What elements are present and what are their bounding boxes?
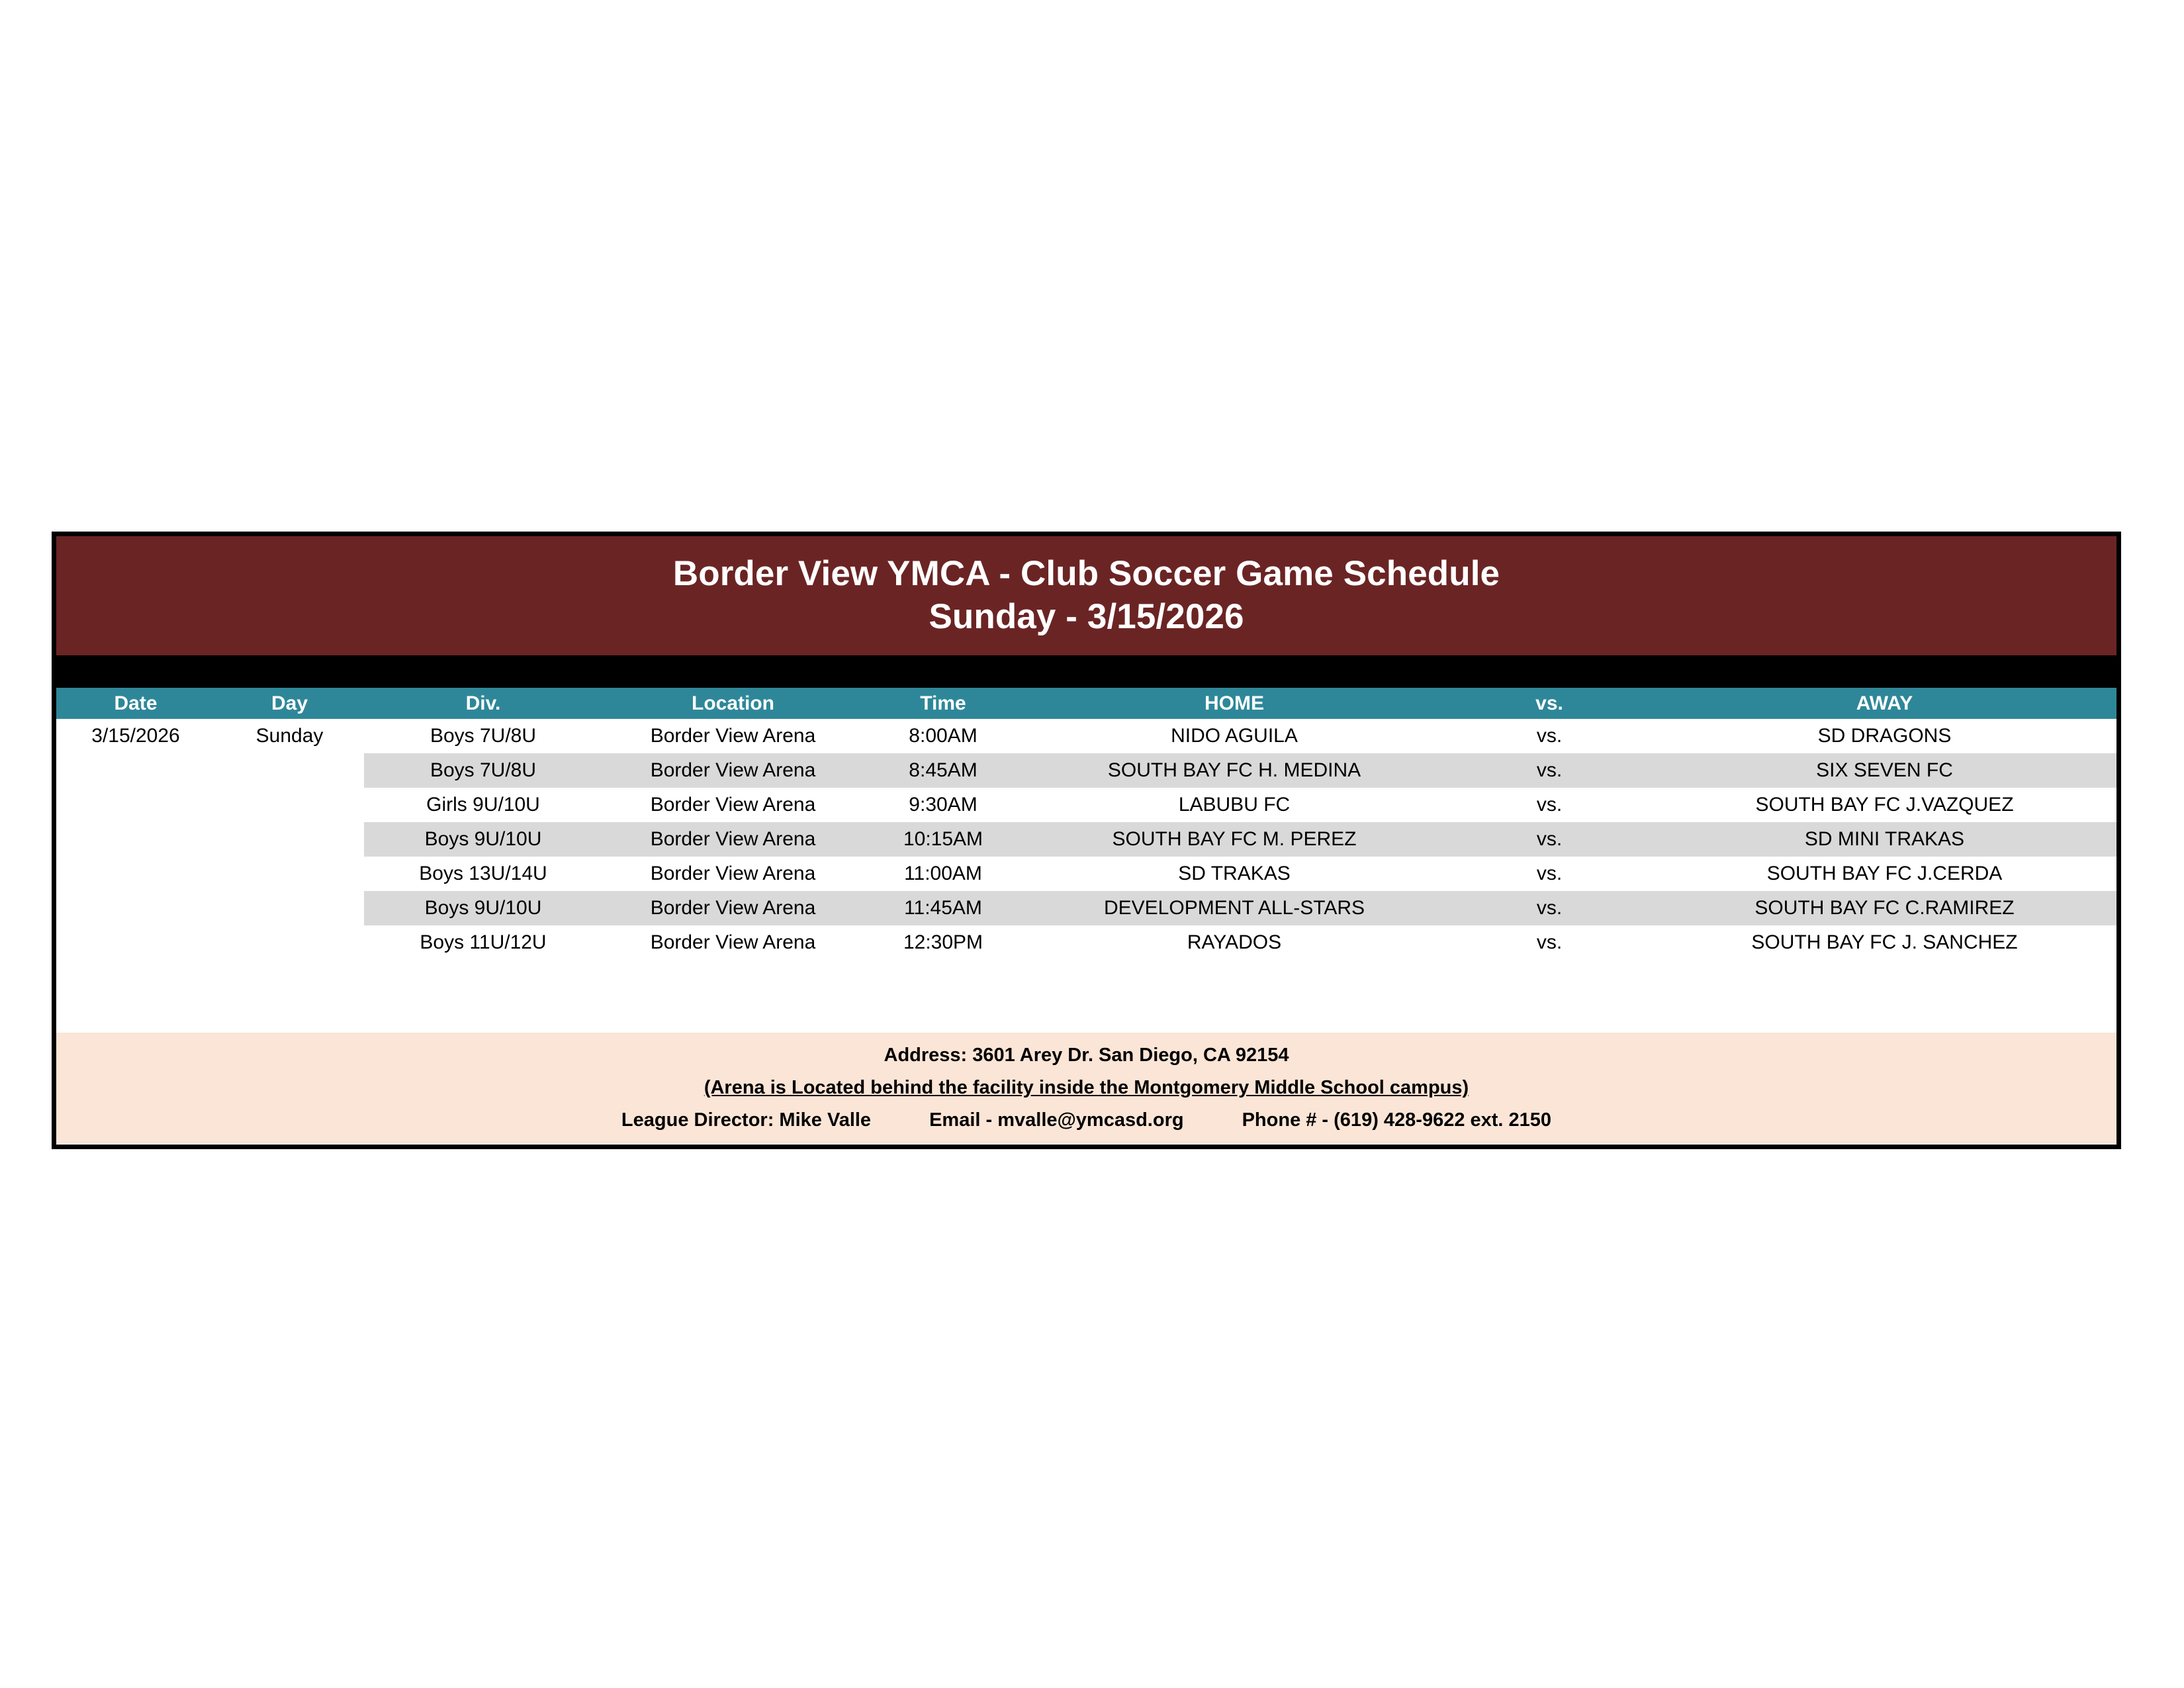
schedule-table: Date Day Div. Location Time HOME vs. AWA… (56, 688, 2116, 960)
cell-location: Border View Arena (602, 891, 864, 925)
cell-date (56, 891, 215, 925)
cell-time: 11:45AM (864, 891, 1023, 925)
column-header-div: Div. (364, 688, 602, 719)
cell-away: SIX SEVEN FC (1653, 753, 2116, 788)
footer-league-director: League Director: Mike Valle (621, 1109, 872, 1131)
column-header-date: Date (56, 688, 215, 719)
cell-home: LABUBU FC (1023, 788, 1446, 822)
cell-date: 3/15/2026 (56, 719, 215, 753)
cell-day (215, 788, 364, 822)
cell-date (56, 753, 215, 788)
footer-phone: Phone # - (619) 428-9622 ext. 2150 (1242, 1109, 1552, 1131)
cell-date (56, 822, 215, 857)
cell-home: RAYADOS (1023, 925, 1446, 960)
cell-away: SD DRAGONS (1653, 719, 2116, 753)
cell-vs: vs. (1446, 719, 1653, 753)
cell-away: SOUTH BAY FC C.RAMIREZ (1653, 891, 2116, 925)
cell-time: 8:45AM (864, 753, 1023, 788)
cell-time: 12:30PM (864, 925, 1023, 960)
cell-location: Border View Arena (602, 925, 864, 960)
column-header-location: Location (602, 688, 864, 719)
cell-time: 8:00AM (864, 719, 1023, 753)
cell-vs: vs. (1446, 857, 1653, 891)
table-row: Boys 9U/10U Border View Arena 11:45AM DEVEL… (56, 891, 2116, 925)
cell-div: Boys 7U/8U (364, 719, 602, 753)
cell-time: 9:30AM (864, 788, 1023, 822)
table-header-row: Date Day Div. Location Time HOME vs. AWA… (56, 688, 2116, 719)
table-row: Boys 11U/12U Border View Arena 12:30PM RAYA… (56, 925, 2116, 960)
table-bottom-spacer (56, 960, 2116, 1033)
cell-home: NIDO AGUILA (1023, 719, 1446, 753)
cell-div: Girls 9U/10U (364, 788, 602, 822)
cell-date (56, 925, 215, 960)
page-subtitle: Sunday - 3/15/2026 (929, 597, 1244, 636)
cell-location: Border View Arena (602, 788, 864, 822)
title-separator-band (56, 655, 2116, 688)
column-header-time: Time (864, 688, 1023, 719)
table-body: 3/15/2026 Sunday Boys 7U/8U Border View Are… (56, 719, 2116, 960)
cell-div: Boys 13U/14U (364, 857, 602, 891)
footer-info-band: Address: 3601 Arey Dr. San Diego, CA 921… (56, 1033, 2116, 1143)
footer-contact-row: League Director: Mike Valle Email - mval… (621, 1109, 1551, 1131)
cell-div: Boys 9U/10U (364, 891, 602, 925)
cell-away: SOUTH BAY FC J. SANCHEZ (1653, 925, 2116, 960)
cell-day (215, 857, 364, 891)
cell-date (56, 788, 215, 822)
column-header-away: AWAY (1653, 688, 2116, 719)
cell-vs: vs. (1446, 925, 1653, 960)
footer-email[interactable]: Email - mvalle@ymcasd.org (929, 1109, 1184, 1131)
cell-div: Boys 9U/10U (364, 822, 602, 857)
cell-div: Boys 7U/8U (364, 753, 602, 788)
cell-day (215, 891, 364, 925)
cell-vs: vs. (1446, 891, 1653, 925)
footer-location-note: (Arena is Located behind the facility in… (704, 1077, 1469, 1098)
cell-away: SOUTH BAY FC J.CERDA (1653, 857, 2116, 891)
column-header-home: HOME (1023, 688, 1446, 719)
cell-time: 10:15AM (864, 822, 1023, 857)
cell-day (215, 822, 364, 857)
cell-home: SD TRAKAS (1023, 857, 1446, 891)
column-header-vs: vs. (1446, 688, 1653, 719)
cell-vs: vs. (1446, 822, 1653, 857)
table-row: Boys 9U/10U Border View Arena 10:15AM SOUTH… (56, 822, 2116, 857)
cell-home: DEVELOPMENT ALL-STARS (1023, 891, 1446, 925)
cell-location: Border View Arena (602, 857, 864, 891)
cell-day: Sunday (215, 719, 364, 753)
cell-location: Border View Arena (602, 822, 864, 857)
cell-away: SD MINI TRAKAS (1653, 822, 2116, 857)
cell-away: SOUTH BAY FC J.VAZQUEZ (1653, 788, 2116, 822)
cell-day (215, 753, 364, 788)
cell-vs: vs. (1446, 788, 1653, 822)
cell-time: 11:00AM (864, 857, 1023, 891)
footer-address: Address: 3601 Arey Dr. San Diego, CA 921… (884, 1045, 1289, 1066)
cell-day (215, 925, 364, 960)
table-row: Boys 7U/8U Border View Arena 8:45AM SOUTH B… (56, 753, 2116, 788)
cell-home: SOUTH BAY FC M. PEREZ (1023, 822, 1446, 857)
table-row: Boys 13U/14U Border View Arena 11:00AM SD T… (56, 857, 2116, 891)
column-header-day: Day (215, 688, 364, 719)
cell-date (56, 857, 215, 891)
cell-location: Border View Arena (602, 753, 864, 788)
cell-div: Boys 11U/12U (364, 925, 602, 960)
page-title: Border View YMCA - Club Soccer Game Sche… (672, 554, 1500, 594)
title-banner: Border View YMCA - Club Soccer Game Sche… (56, 536, 2116, 655)
table-header: Date Day Div. Location Time HOME vs. AWA… (56, 688, 2116, 719)
cell-location: Border View Arena (602, 719, 864, 753)
table-row: 3/15/2026 Sunday Boys 7U/8U Border View Are… (56, 719, 2116, 753)
table-row: Girls 9U/10U Border View Arena 9:30AM LABUB… (56, 788, 2116, 822)
schedule-card: Border View YMCA - Club Soccer Game Sche… (52, 532, 2121, 1149)
cell-vs: vs. (1446, 753, 1653, 788)
cell-home: SOUTH BAY FC H. MEDINA (1023, 753, 1446, 788)
